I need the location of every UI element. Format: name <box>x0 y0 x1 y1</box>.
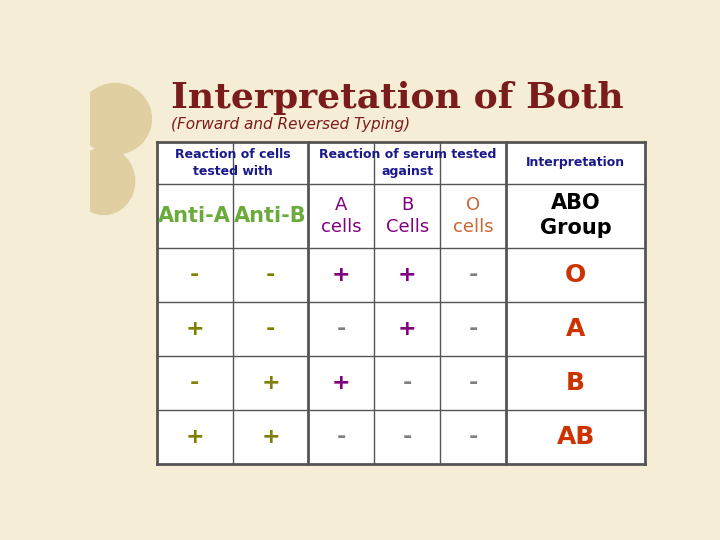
Text: A
cells: A cells <box>321 195 361 236</box>
Text: (Forward and Reversed Typing): (Forward and Reversed Typing) <box>171 117 410 132</box>
Text: -: - <box>469 319 478 339</box>
Text: -: - <box>469 427 478 447</box>
Text: ABO
Group: ABO Group <box>540 193 611 238</box>
Text: Interpretation of Both: Interpretation of Both <box>171 82 624 116</box>
Text: +: + <box>261 373 280 393</box>
Text: Anti-A: Anti-A <box>158 206 231 226</box>
Ellipse shape <box>73 148 135 214</box>
Text: -: - <box>336 319 346 339</box>
Text: +: + <box>186 319 204 339</box>
Text: Reaction of serum tested
against: Reaction of serum tested against <box>318 147 496 178</box>
Text: B
Cells: B Cells <box>386 195 429 236</box>
Text: -: - <box>469 265 478 285</box>
Text: Anti-B: Anti-B <box>234 206 307 226</box>
Text: -: - <box>266 319 275 339</box>
Text: A: A <box>566 317 585 341</box>
Text: +: + <box>261 427 280 447</box>
Text: +: + <box>398 265 416 285</box>
Text: -: - <box>402 373 412 393</box>
Text: -: - <box>469 373 478 393</box>
Text: O: O <box>565 263 586 287</box>
Text: -: - <box>402 427 412 447</box>
Ellipse shape <box>79 84 151 154</box>
Text: -: - <box>190 373 199 393</box>
Text: Interpretation: Interpretation <box>526 156 625 169</box>
Text: O
cells: O cells <box>453 195 493 236</box>
Text: AB: AB <box>557 425 595 449</box>
Text: B: B <box>566 371 585 395</box>
Text: +: + <box>332 265 351 285</box>
Text: +: + <box>186 427 204 447</box>
Text: -: - <box>336 427 346 447</box>
Text: -: - <box>266 265 275 285</box>
Text: -: - <box>190 265 199 285</box>
Text: +: + <box>332 373 351 393</box>
Bar <box>157 141 645 464</box>
Text: +: + <box>398 319 416 339</box>
Text: Reaction of cells
tested with: Reaction of cells tested with <box>175 147 290 178</box>
